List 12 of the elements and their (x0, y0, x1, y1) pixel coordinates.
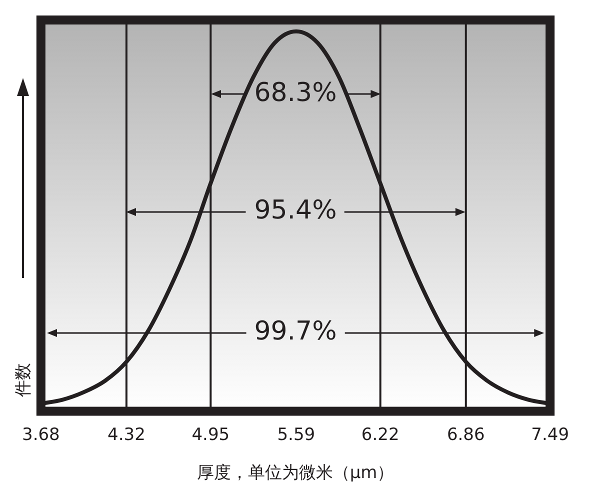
annotation: 95.4% (254, 195, 337, 226)
x-tick-label: 3.68 (22, 424, 60, 445)
x-tick-label: 7.49 (531, 424, 570, 445)
x-tick-label: 5.59 (277, 424, 316, 445)
y-axis-title: 件数 (12, 363, 34, 397)
x-tick-label: 4.32 (108, 424, 146, 445)
annotation: 68.3% (254, 78, 337, 108)
annotation: 99.7% (254, 316, 337, 347)
x-axis-title: 厚度，单位为微米（μm） (196, 463, 394, 484)
x-tick-label: 6.22 (361, 424, 400, 445)
x-tick-label: 4.95 (192, 424, 230, 445)
x-tick-label: 6.86 (446, 424, 485, 445)
